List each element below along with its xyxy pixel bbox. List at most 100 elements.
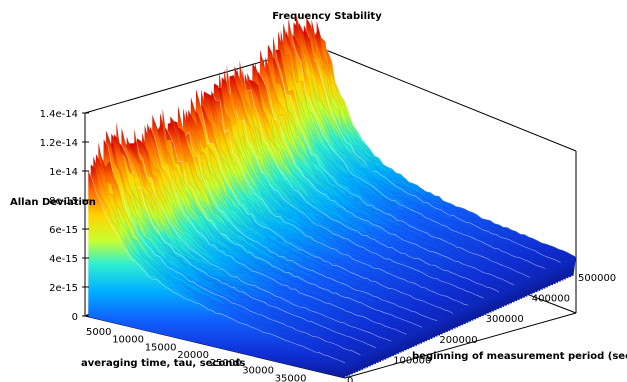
surface-contour: [113, 134, 371, 350]
y-tick-label: 500000: [578, 273, 616, 284]
surface-contour: [265, 56, 523, 282]
x-tick-label: 30000: [242, 366, 274, 377]
surface-contour: [203, 91, 461, 310]
surface-contour: [88, 169, 346, 364]
surface-contour: [157, 122, 415, 332]
surface-contour: [141, 132, 400, 339]
surface-contour: [231, 77, 489, 296]
surface-contour: [213, 83, 471, 304]
surface-contour: [267, 44, 525, 280]
x-axis-label: averaging time, tau, seconds: [81, 358, 246, 369]
surface-contour: [218, 71, 477, 303]
surface-contour: [126, 136, 384, 345]
surface-contour: [159, 113, 418, 330]
y-axis: 0 100000 200000 300000 400000 500000: [347, 273, 616, 382]
surface-contour: [249, 79, 507, 289]
surface-contour: [134, 128, 392, 342]
surface-contour: [313, 29, 572, 259]
surface-contour: [152, 114, 410, 333]
surface-contour: [244, 73, 502, 291]
surface-contour: [100, 155, 358, 357]
surface-contour: [234, 65, 492, 296]
surface-contour: [293, 22, 551, 267]
surface-contour: [229, 74, 487, 298]
x-tick-label: 20000: [177, 350, 209, 361]
z-tick-label: 1.4e-14: [40, 109, 78, 120]
surface-contour: [242, 68, 500, 293]
surface-contour: [190, 97, 448, 316]
z-tick-label: 1.2e-14: [40, 138, 78, 149]
surface-contour: [319, 31, 577, 257]
y-axis-label: beginning of measurement period (seconds: [412, 351, 627, 362]
surface-contour: [123, 140, 381, 346]
surface-contour: [262, 57, 520, 282]
z-axis: 0 2e-15 4e-15 6e-15 8e-15 1e-14 1.2e-14 1.4e-14: [40, 109, 89, 323]
surface-contour: [280, 30, 538, 274]
surface-contour: [180, 118, 438, 321]
surface-contour: [283, 23, 541, 272]
surface-contour: [129, 143, 387, 344]
surface-contour: [136, 137, 394, 341]
surface-contour: [139, 139, 397, 340]
surface-contour: [308, 24, 566, 261]
surface-contour: [306, 17, 564, 262]
surface-contour: [257, 70, 515, 286]
surface-contour: [116, 122, 374, 349]
surface-contour: [224, 69, 482, 300]
surface-contour: [275, 49, 533, 276]
surface-contour: [154, 121, 412, 333]
surface-contour: [172, 120, 430, 325]
surface-contour: [175, 126, 433, 324]
surface-contour: [226, 64, 484, 299]
surface-contour: [211, 90, 469, 306]
surface: [88, 14, 577, 378]
surface-contour: [167, 122, 425, 327]
surface-contour: [108, 142, 366, 353]
y-tick-label: 400000: [532, 294, 570, 305]
surface-contour: [239, 60, 497, 293]
surface-contour: [298, 22, 556, 265]
surface-contour: [98, 142, 356, 358]
surface-contour: [288, 17, 546, 269]
x-tick-label: 35000: [275, 373, 307, 382]
y-tick-label: 0: [347, 376, 353, 382]
chart-title: Frequency Stability: [272, 11, 382, 22]
surface-contour: [170, 116, 428, 326]
y-tick-label: 100000: [393, 355, 431, 366]
surface-contour: [236, 69, 495, 295]
surface-contour: [277, 31, 536, 275]
surface-contour: [147, 123, 405, 336]
z-tick-label: 4e-15: [49, 254, 78, 265]
surface-contour: [144, 125, 402, 338]
surface-contour: [118, 141, 376, 349]
surface-contour: [162, 109, 420, 329]
surface-contour: [272, 35, 530, 278]
surface-contour: [259, 49, 518, 284]
z-axis-label: Allan Deviation: [10, 197, 96, 208]
x-tick-label: 15000: [145, 342, 177, 353]
surface-contour: [93, 156, 351, 361]
surface-contour: [311, 19, 569, 260]
surface-contour: [316, 21, 574, 258]
surface-contour: [103, 138, 361, 356]
x-tick-label: 5000: [86, 327, 111, 338]
surface-contour: [270, 54, 528, 278]
surface-contour: [165, 126, 423, 328]
z-tick-label: 0: [72, 312, 78, 323]
surface-contour: [90, 164, 348, 362]
surface-contour: [208, 92, 466, 307]
z-tick-label: 1e-14: [49, 167, 78, 178]
surface-contour: [177, 106, 435, 323]
surface-contour: [193, 108, 451, 315]
z-tick-label: 2e-15: [49, 283, 78, 294]
surface-contour: [198, 104, 456, 313]
surface-contour: [111, 133, 369, 351]
surface-contour: [303, 24, 561, 263]
surface-contour: [195, 88, 453, 314]
x-tick-label: 10000: [112, 335, 144, 346]
surface-contour: [295, 14, 554, 266]
z-tick-label: 8e-15: [49, 196, 78, 207]
surface-contour: [221, 77, 479, 301]
surface-strip: [88, 170, 346, 378]
